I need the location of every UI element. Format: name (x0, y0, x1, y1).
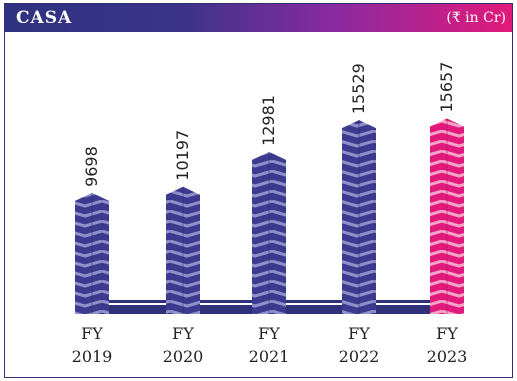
value-label: 12981 (259, 95, 278, 146)
x-tick-label-prefix: FY (348, 324, 370, 343)
unit-label: (₹ in Cr) (446, 10, 506, 26)
value-label: 15657 (437, 62, 456, 113)
value-label: 15529 (349, 63, 368, 114)
x-tick-label-prefix: FY (81, 324, 103, 343)
x-tick-label-year: 2023 (427, 347, 468, 366)
x-tick-label-prefix: FY (436, 324, 458, 343)
x-tick-label-prefix: FY (258, 324, 280, 343)
chart-frame: CASA (₹ in Cr) (4, 3, 513, 378)
x-tick-label-year: 2019 (72, 347, 113, 366)
x-tick-label-year: 2022 (339, 347, 380, 366)
x-tick-label-year: 2021 (249, 347, 290, 366)
value-label: 10197 (173, 130, 192, 181)
x-tick-label-prefix: FY (172, 324, 194, 343)
chart-header: CASA (₹ in Cr) (5, 4, 512, 32)
value-label: 9698 (82, 146, 101, 187)
chart-title: CASA (16, 8, 73, 28)
x-tick-label-year: 2020 (163, 347, 204, 366)
